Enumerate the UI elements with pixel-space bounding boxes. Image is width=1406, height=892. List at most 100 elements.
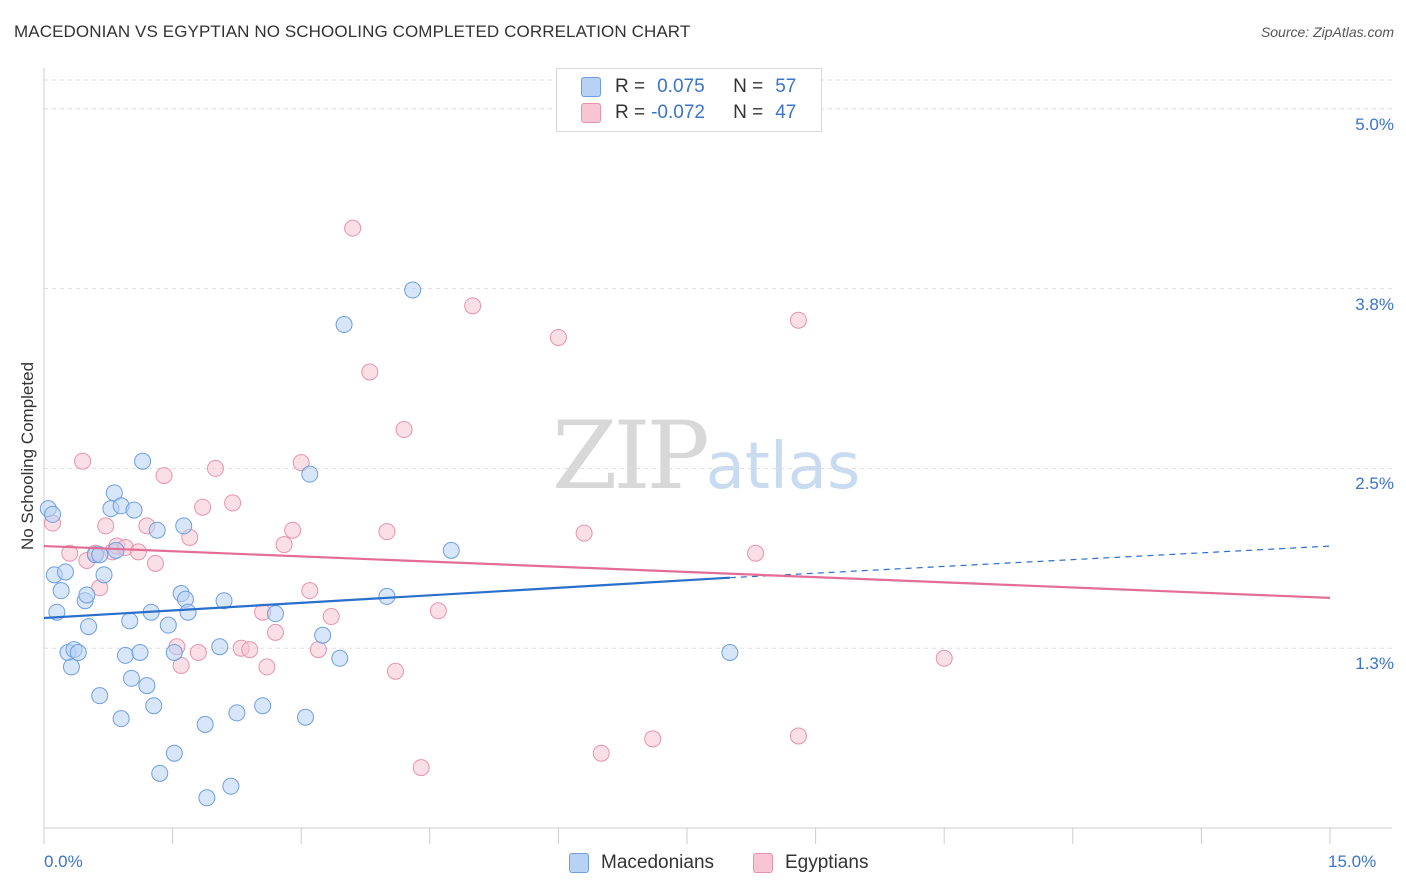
egyptian-point bbox=[395, 421, 413, 439]
macedonian-point bbox=[122, 669, 140, 687]
macedonian-point bbox=[145, 697, 163, 715]
macedonian-point bbox=[134, 452, 152, 470]
legend-item-egyptians: Egyptians bbox=[753, 852, 868, 874]
r-label: R = bbox=[615, 76, 646, 97]
egyptian-point bbox=[258, 658, 276, 676]
legend-item-macedonians: Macedonians bbox=[569, 852, 714, 874]
macedonian-point bbox=[80, 618, 98, 636]
egyptian-point bbox=[292, 454, 310, 472]
chart-title: MACEDONIAN VS EGYPTIAN NO SCHOOLING COMP… bbox=[14, 22, 691, 41]
r-value: -0.072 bbox=[651, 102, 705, 123]
egyptian-point bbox=[575, 524, 593, 542]
egyptian-point bbox=[464, 297, 482, 315]
n-label: N = bbox=[733, 102, 764, 123]
correlation-legend: R = 0.075 N = 57 R = -0.072 N = 47 bbox=[556, 68, 822, 132]
n-label: N = bbox=[733, 76, 764, 97]
egyptian-point bbox=[344, 219, 362, 237]
watermark-zip: ZIP bbox=[552, 402, 710, 511]
macedonian-point bbox=[121, 612, 139, 630]
macedonian-points bbox=[39, 281, 739, 807]
macedonian-trend-line bbox=[43, 576, 730, 620]
egyptian-point bbox=[275, 536, 293, 554]
egyptian-point bbox=[644, 730, 662, 748]
macedonian-point bbox=[228, 704, 246, 722]
macedonian-point bbox=[91, 546, 109, 564]
legend-label: Macedonians bbox=[601, 852, 715, 873]
y-tick-label: 5.0% bbox=[1355, 114, 1394, 134]
macedonian-point bbox=[378, 587, 396, 605]
watermark-atlas: atlas bbox=[705, 430, 861, 504]
x-tick-label-max: 15.0% bbox=[1328, 852, 1377, 871]
macedonian-point bbox=[131, 644, 149, 662]
egyptian-point bbox=[322, 608, 340, 626]
egyptian-point bbox=[74, 452, 92, 470]
macedonian-point bbox=[78, 586, 96, 604]
y-axis-title: No Schooling Completed bbox=[18, 361, 37, 551]
macedonian-point bbox=[91, 687, 109, 705]
egyptian-point bbox=[789, 727, 807, 745]
macedonian-point bbox=[196, 715, 214, 733]
egyptian-point bbox=[224, 494, 242, 512]
y-tick-label: 3.8% bbox=[1355, 294, 1394, 314]
macedonian-point bbox=[335, 316, 353, 334]
egyptian-point bbox=[592, 744, 610, 762]
egyptian-point bbox=[378, 523, 396, 541]
y-tick-label: 2.5% bbox=[1355, 474, 1394, 494]
trend-lines bbox=[43, 544, 1331, 620]
macedonian-point bbox=[266, 605, 284, 623]
gridlines bbox=[44, 79, 1392, 649]
r-value: 0.075 bbox=[657, 76, 705, 97]
macedonian-point bbox=[165, 644, 183, 662]
macedonian-point bbox=[301, 465, 319, 483]
egyptian-point bbox=[61, 544, 79, 562]
n-value: 47 bbox=[775, 102, 797, 123]
macedonian-point bbox=[69, 644, 87, 662]
legend-label: Egyptians bbox=[785, 852, 869, 873]
egyptian-point bbox=[789, 311, 807, 329]
egyptian-point bbox=[194, 498, 212, 516]
egyptian-point bbox=[309, 641, 327, 659]
pink-swatch-icon bbox=[581, 103, 601, 123]
egyptian-point bbox=[361, 363, 379, 381]
egyptian-point bbox=[284, 521, 302, 539]
egyptian-point bbox=[97, 517, 115, 535]
legend-row-egyptians: R = -0.072 N = 47 bbox=[581, 101, 796, 125]
egyptian-point bbox=[935, 649, 953, 667]
egyptian-point bbox=[146, 554, 164, 572]
macedonian-point bbox=[215, 592, 233, 610]
egyptian-point bbox=[189, 644, 207, 662]
macedonian-point bbox=[151, 764, 169, 782]
macedonian-point bbox=[44, 505, 62, 523]
macedonian-point bbox=[404, 281, 422, 299]
egyptian-point bbox=[549, 328, 567, 346]
n-value: 57 bbox=[775, 76, 797, 97]
macedonian-point bbox=[442, 541, 460, 559]
legend-row-macedonians: R = 0.075 N = 57 bbox=[581, 75, 796, 99]
macedonian-point bbox=[198, 789, 216, 807]
macedonian-point bbox=[148, 521, 166, 539]
egyptian-point bbox=[206, 459, 224, 477]
macedonian-point bbox=[52, 582, 70, 600]
x-tick-label-min: 0.0% bbox=[44, 852, 83, 871]
macedonian-point bbox=[222, 777, 240, 795]
blue-swatch-icon bbox=[581, 77, 601, 97]
egyptian-point bbox=[301, 582, 319, 600]
macedonian-point bbox=[116, 646, 134, 664]
macedonian-point bbox=[138, 677, 156, 695]
egyptian-point bbox=[129, 543, 147, 561]
egyptian-point bbox=[241, 641, 259, 659]
y-tick-label: 1.3% bbox=[1355, 654, 1394, 674]
macedonian-point bbox=[112, 710, 130, 728]
macedonian-point bbox=[296, 708, 314, 726]
macedonian-point bbox=[62, 658, 80, 676]
macedonian-point bbox=[125, 501, 143, 519]
macedonian-point bbox=[254, 697, 272, 715]
egyptian-point bbox=[412, 759, 430, 777]
macedonian-point bbox=[107, 541, 125, 559]
egyptian-point bbox=[266, 623, 284, 641]
macedonian-point bbox=[56, 563, 74, 581]
pink-swatch-icon bbox=[753, 853, 773, 873]
egyptian-points bbox=[44, 219, 953, 777]
watermark: ZIPatlas bbox=[552, 402, 860, 511]
macedonian-point bbox=[331, 649, 349, 667]
